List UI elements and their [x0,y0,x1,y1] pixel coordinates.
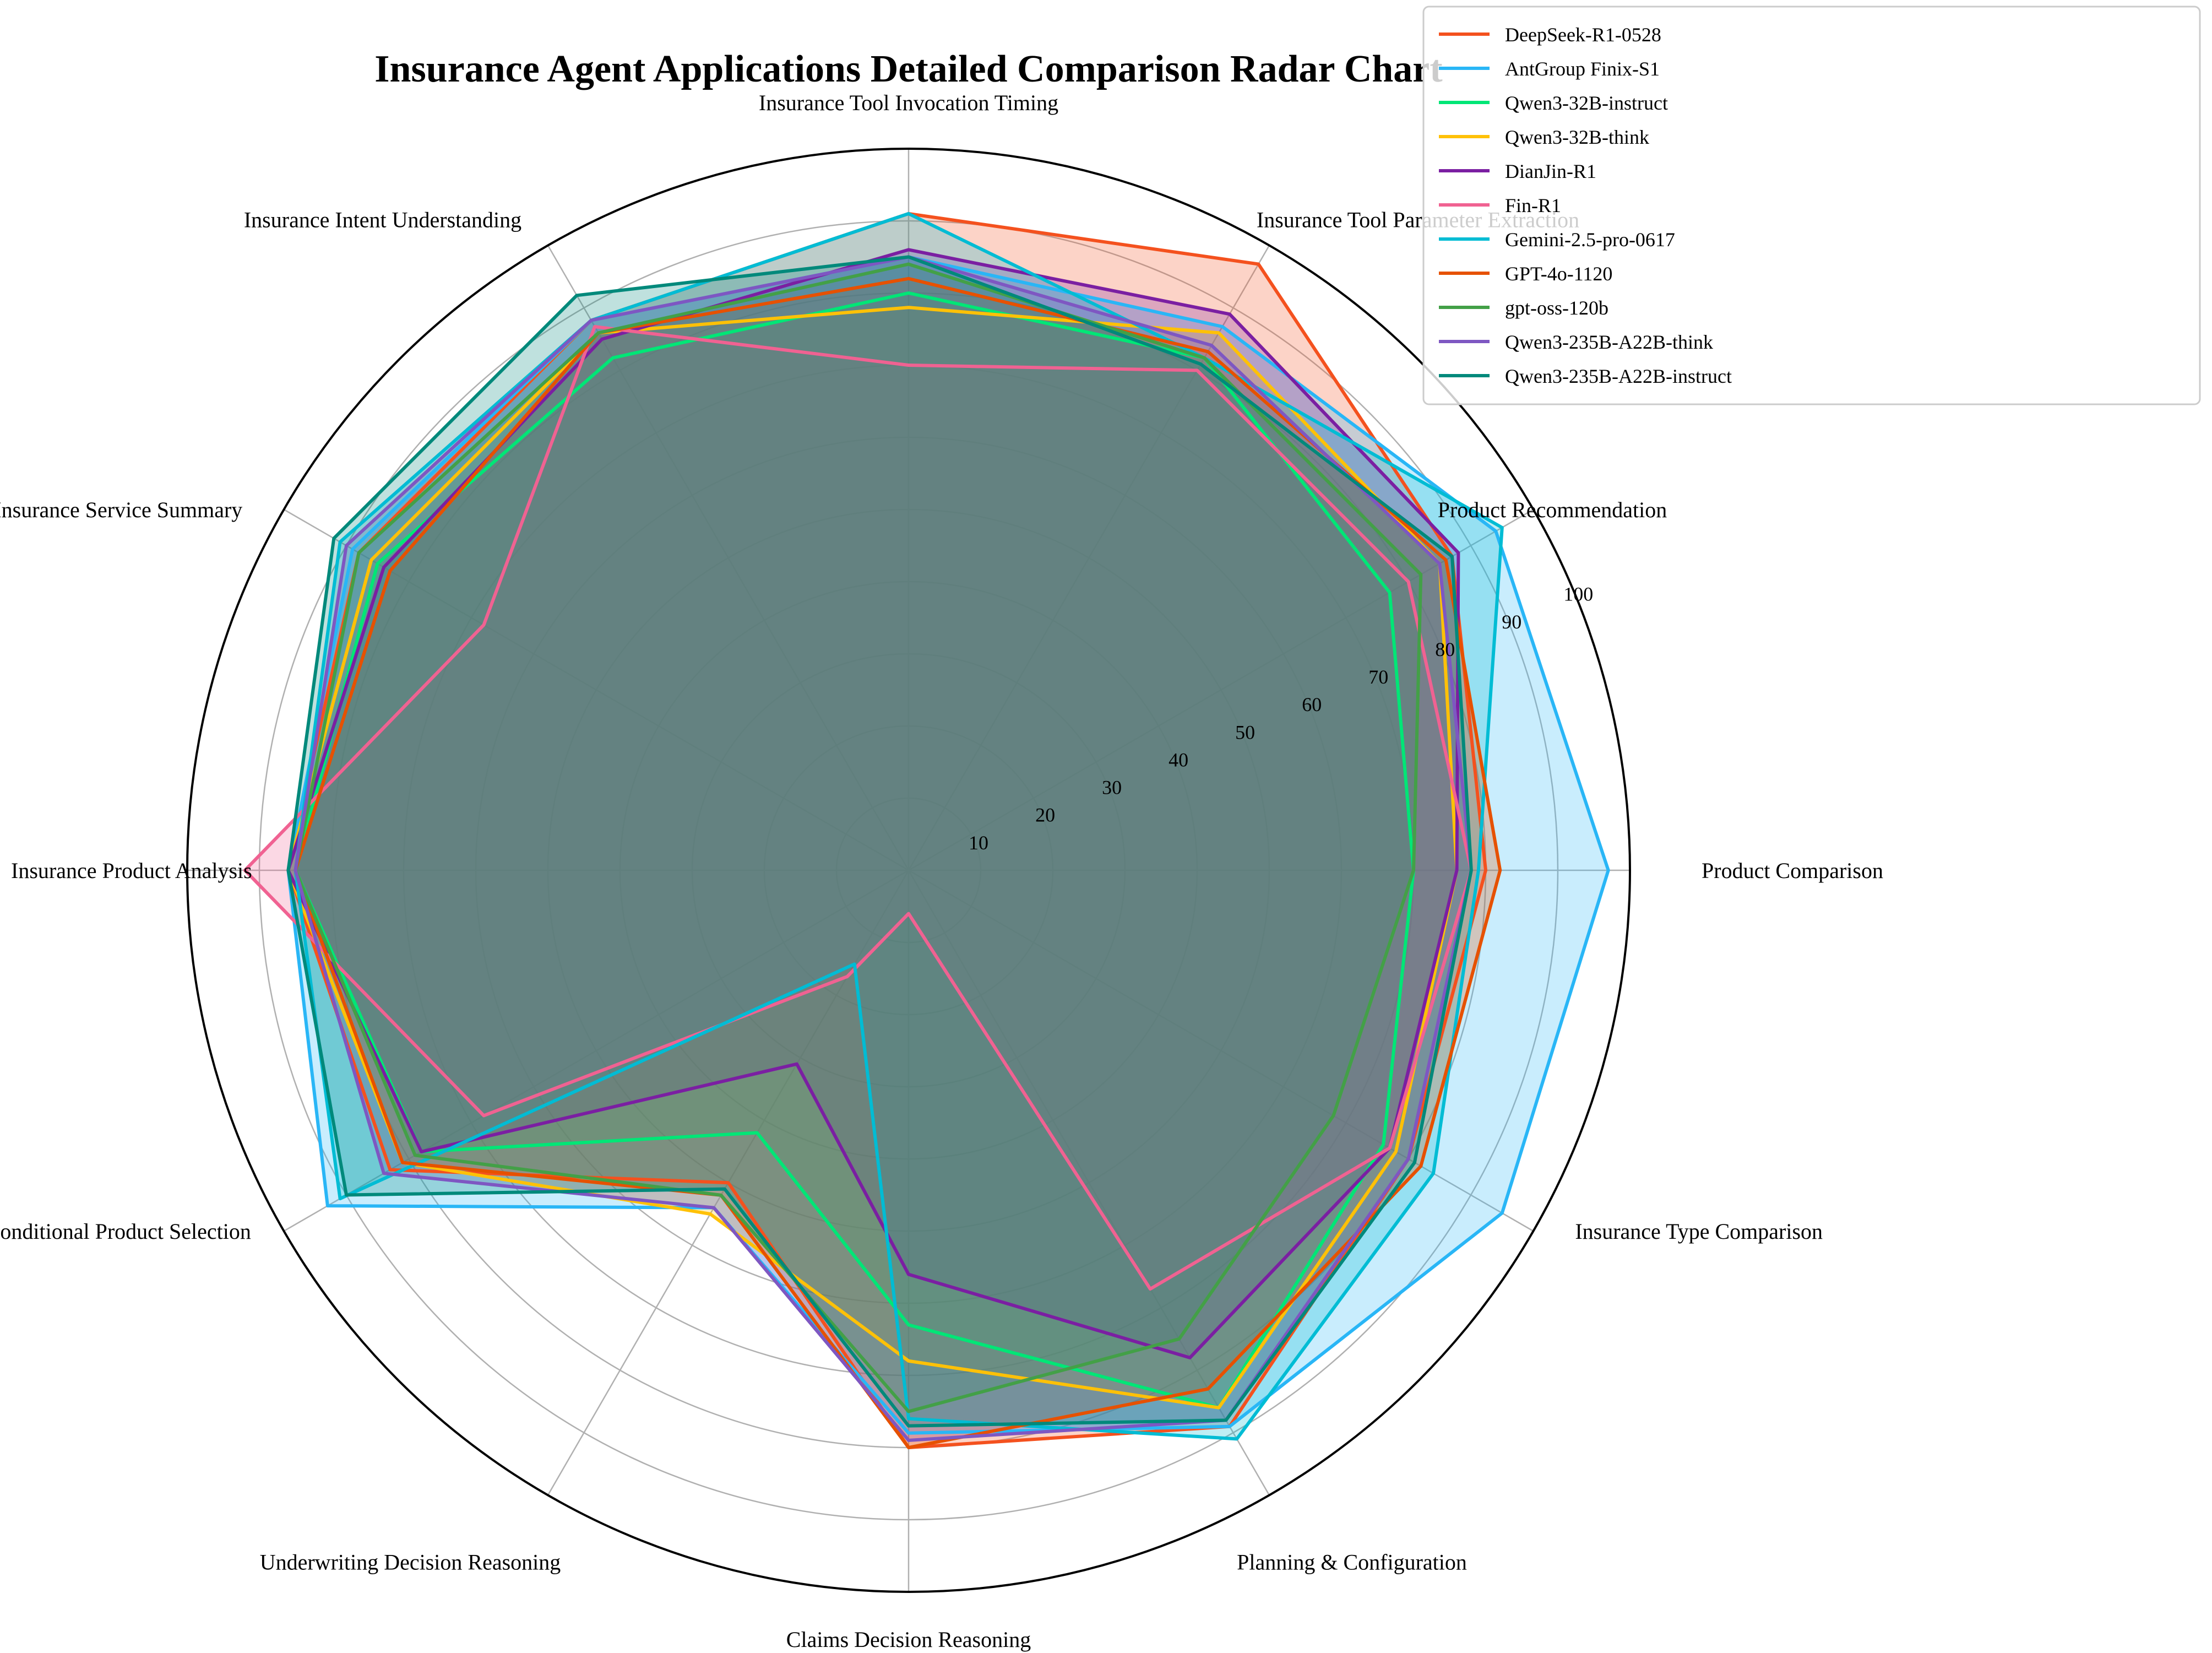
axis-label: Claims Decision Reasoning [786,1627,1031,1652]
series-area-4 [288,250,1459,1358]
tick-label-30: 30 [1102,777,1122,799]
series-area-5 [244,327,1471,1289]
radial-tick-labels: 10 20 30 40 50 60 70 80 90 100 [969,583,1593,854]
legend-label-8: gpt-oss-120b [1505,297,1608,319]
series-area-9 [295,257,1471,1440]
legend-label-4: DianJin-R1 [1505,160,1596,182]
series-line-1 [286,255,1610,1435]
legend: DeepSeek-R1-0528 AntGroup Finix-S1 Qwen3-3… [1422,6,2201,405]
legend-label-7: GPT-4o-1120 [1505,263,1612,285]
spoke-line [908,869,1534,1232]
legend-label-6: Gemini-2.5-pro-0617 [1505,229,1675,251]
series-area-10 [288,257,1471,1426]
spoke-line [907,870,1270,1496]
legend-label-2: Qwen3-32B-instruct [1505,92,1668,114]
axis-label: Insurance Tool Invocation Timing [759,90,1058,115]
tick-label-60: 60 [1302,693,1322,716]
axis-label: Underwriting Decision Reasoning [260,1550,561,1575]
axis-label: Conditional Product Selection [0,1219,251,1244]
series-line-4 [286,248,1460,1359]
legend-label-10: Qwen3-235B-A22B-instruct [1505,365,1732,387]
spoke-line [283,869,909,1232]
tick-label-40: 40 [1168,749,1188,771]
tick-label-50: 50 [1235,721,1255,743]
series-area-2 [295,293,1414,1408]
legend-label-9: Qwen3-235B-A22B-think [1505,331,1713,353]
series-line-8 [294,262,1423,1413]
series-area-7 [295,278,1501,1448]
series-line-2 [294,291,1415,1410]
axis-label: Planning & Configuration [1237,1550,1467,1575]
series-line-5 [243,325,1473,1291]
spoke-line [547,245,910,871]
tick-label-90: 90 [1502,611,1521,633]
series-line-7 [294,277,1502,1449]
legend-label-5: Fin-R1 [1505,194,1561,216]
series-line-9 [294,255,1473,1442]
axis-label: Insurance Service Summary [0,497,242,522]
axis-label: Insurance Product Analysis [11,858,252,883]
tick-label-10: 10 [969,832,988,854]
legend-label-3: Qwen3-32B-think [1505,126,1649,148]
series-area-6 [295,213,1502,1439]
series-line-6 [294,212,1504,1441]
radar-series [243,212,1610,1449]
axis-label: Insurance Intent Understanding [244,207,521,232]
outer-frame [186,148,1631,1593]
tick-label-70: 70 [1368,666,1388,688]
legend-label-1: AntGroup Finix-S1 [1505,58,1660,80]
series-line-10 [286,255,1473,1428]
tick-label-100: 100 [1563,583,1593,605]
series-area-3 [288,307,1457,1408]
tick-label-20: 20 [1035,804,1055,826]
series-area-0 [288,213,1486,1448]
spoke-line [908,508,1534,871]
spoke-line [907,245,1270,871]
axis-label: Product Comparison [1702,858,1883,883]
legend-box [1422,6,2201,405]
spoke-line [283,508,909,871]
axis-label: Product Recommendation [1438,497,1667,522]
series-area-8 [295,264,1421,1412]
axis-label: Insurance Type Comparison [1575,1219,1823,1244]
chart-title: Insurance Agent Applications Detailed Co… [374,48,1442,90]
legend-label-0: DeepSeek-R1-0528 [1505,24,1661,46]
tick-label-80: 80 [1435,638,1455,660]
